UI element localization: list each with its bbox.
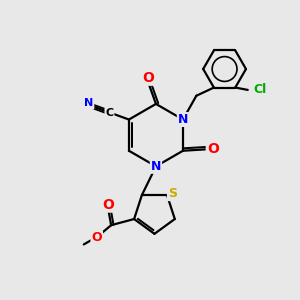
Text: Cl: Cl	[253, 83, 266, 96]
Text: N: N	[151, 160, 161, 173]
Text: N: N	[178, 113, 188, 126]
Text: N: N	[84, 98, 94, 108]
Text: O: O	[207, 142, 219, 156]
Text: O: O	[92, 231, 102, 244]
Text: O: O	[103, 198, 114, 212]
Text: S: S	[168, 187, 177, 200]
Text: C: C	[105, 108, 113, 118]
Text: O: O	[142, 71, 154, 85]
